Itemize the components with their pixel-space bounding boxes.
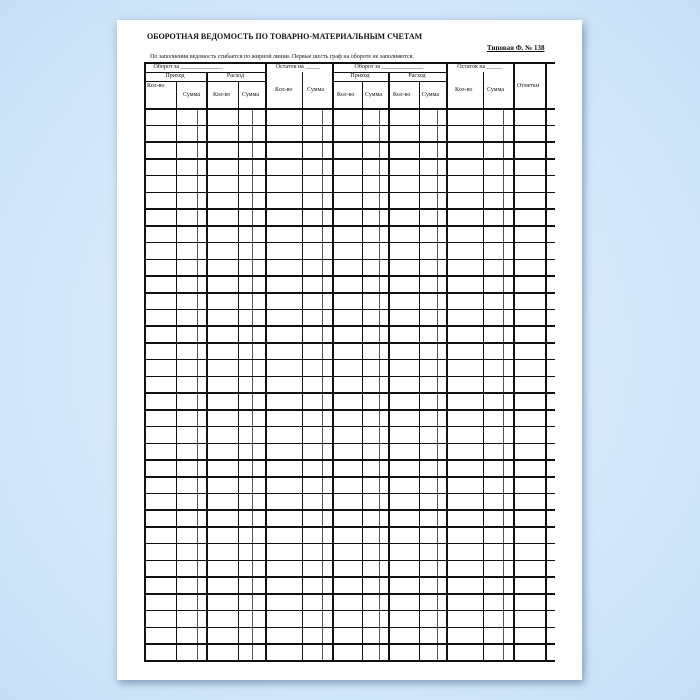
row-line (144, 174, 555, 177)
row-line (144, 141, 555, 143)
header-income-1: Приход (165, 73, 185, 79)
column-divider (545, 62, 547, 660)
column-divider (388, 72, 390, 660)
row-line (144, 409, 555, 411)
row-line (144, 660, 555, 662)
header-sum-2: Сумма (242, 92, 259, 98)
header-qty-2: Кол-во (213, 92, 231, 98)
row-line (144, 258, 555, 261)
header-turnover-2: Оборот за ______________ (354, 64, 424, 70)
row-line (144, 358, 555, 361)
header-income-2: Приход (350, 73, 370, 79)
column-divider (503, 108, 504, 660)
row-line (144, 626, 555, 629)
row-line (144, 609, 555, 612)
document-title: ОБОРОТНАЯ ВЕДОМОСТЬ ПО ТОВАРНО-МАТЕРИАЛЬ… (147, 32, 423, 41)
header-balance-1: Остаток на _____ (275, 64, 321, 70)
row-line (144, 308, 555, 311)
row-line (144, 191, 555, 194)
column-divider (176, 81, 177, 660)
column-divider (483, 72, 484, 660)
row-line (144, 425, 555, 428)
row-line (144, 476, 555, 478)
header-balance-2: Остаток на _____ (457, 64, 502, 70)
header-qty-3: Кол-во (275, 87, 293, 93)
header-expense-1: Расход (226, 73, 245, 79)
column-divider (322, 108, 323, 660)
column-divider (437, 108, 438, 660)
column-divider (265, 62, 267, 660)
header-sum-6: Сумма (487, 87, 504, 93)
header-expense-2: Расход (408, 73, 426, 79)
row-line (144, 208, 555, 210)
header-sum-1: Сумма (183, 92, 200, 98)
column-divider (379, 108, 380, 660)
column-divider (446, 62, 448, 660)
row-line (144, 459, 555, 461)
row-line (144, 492, 555, 495)
row-line (144, 559, 555, 562)
column-divider (419, 81, 420, 660)
row-line (144, 509, 555, 511)
row-line (144, 241, 555, 244)
row-line (144, 108, 555, 110)
row-line (144, 158, 555, 160)
column-divider (144, 62, 146, 660)
column-divider (238, 81, 239, 660)
row-line (144, 225, 555, 227)
fold-note: По заполнении ведомость сгибается по жир… (150, 54, 414, 60)
header-sum-5: Сумма (422, 92, 439, 98)
header-turnover-1: Оборот за ______________ (153, 64, 223, 70)
row-line (144, 643, 555, 645)
column-divider (302, 72, 303, 660)
row-line (144, 342, 555, 344)
row-line (144, 292, 555, 294)
header-sum-3: Сумма (307, 87, 324, 93)
row-line (144, 124, 555, 127)
ledger-table (117, 20, 582, 680)
row-line (144, 576, 555, 578)
header-subline (144, 72, 265, 73)
header-qty-5: Кол-во (393, 92, 411, 98)
row-line (144, 526, 555, 528)
column-divider (197, 108, 198, 660)
header-subline (144, 81, 265, 82)
header-marks: Отметки (517, 83, 540, 89)
column-divider (332, 62, 334, 660)
header-sum-4: Сумма (365, 92, 382, 98)
column-divider (206, 72, 208, 660)
header-qty-6: Кол-во (455, 87, 473, 93)
row-line (144, 442, 555, 445)
form-number: Типовая Ф. № 138 (487, 44, 545, 52)
header-subline (332, 81, 446, 82)
row-line (144, 392, 555, 394)
row-line (144, 375, 555, 378)
header-top-line (144, 62, 555, 64)
column-divider (362, 81, 363, 660)
row-line (144, 593, 555, 595)
row-line (144, 542, 555, 545)
form-page: ОБОРОТНАЯ ВЕДОМОСТЬ ПО ТОВАРНО-МАТЕРИАЛЬ… (117, 20, 582, 680)
header-subline (332, 72, 446, 73)
row-line (144, 275, 555, 277)
row-line (144, 325, 555, 327)
header-qty-4: Кол-во (337, 92, 355, 98)
column-divider (252, 108, 253, 660)
header-qty-1: Кол-во (147, 83, 165, 89)
column-divider (513, 62, 515, 660)
